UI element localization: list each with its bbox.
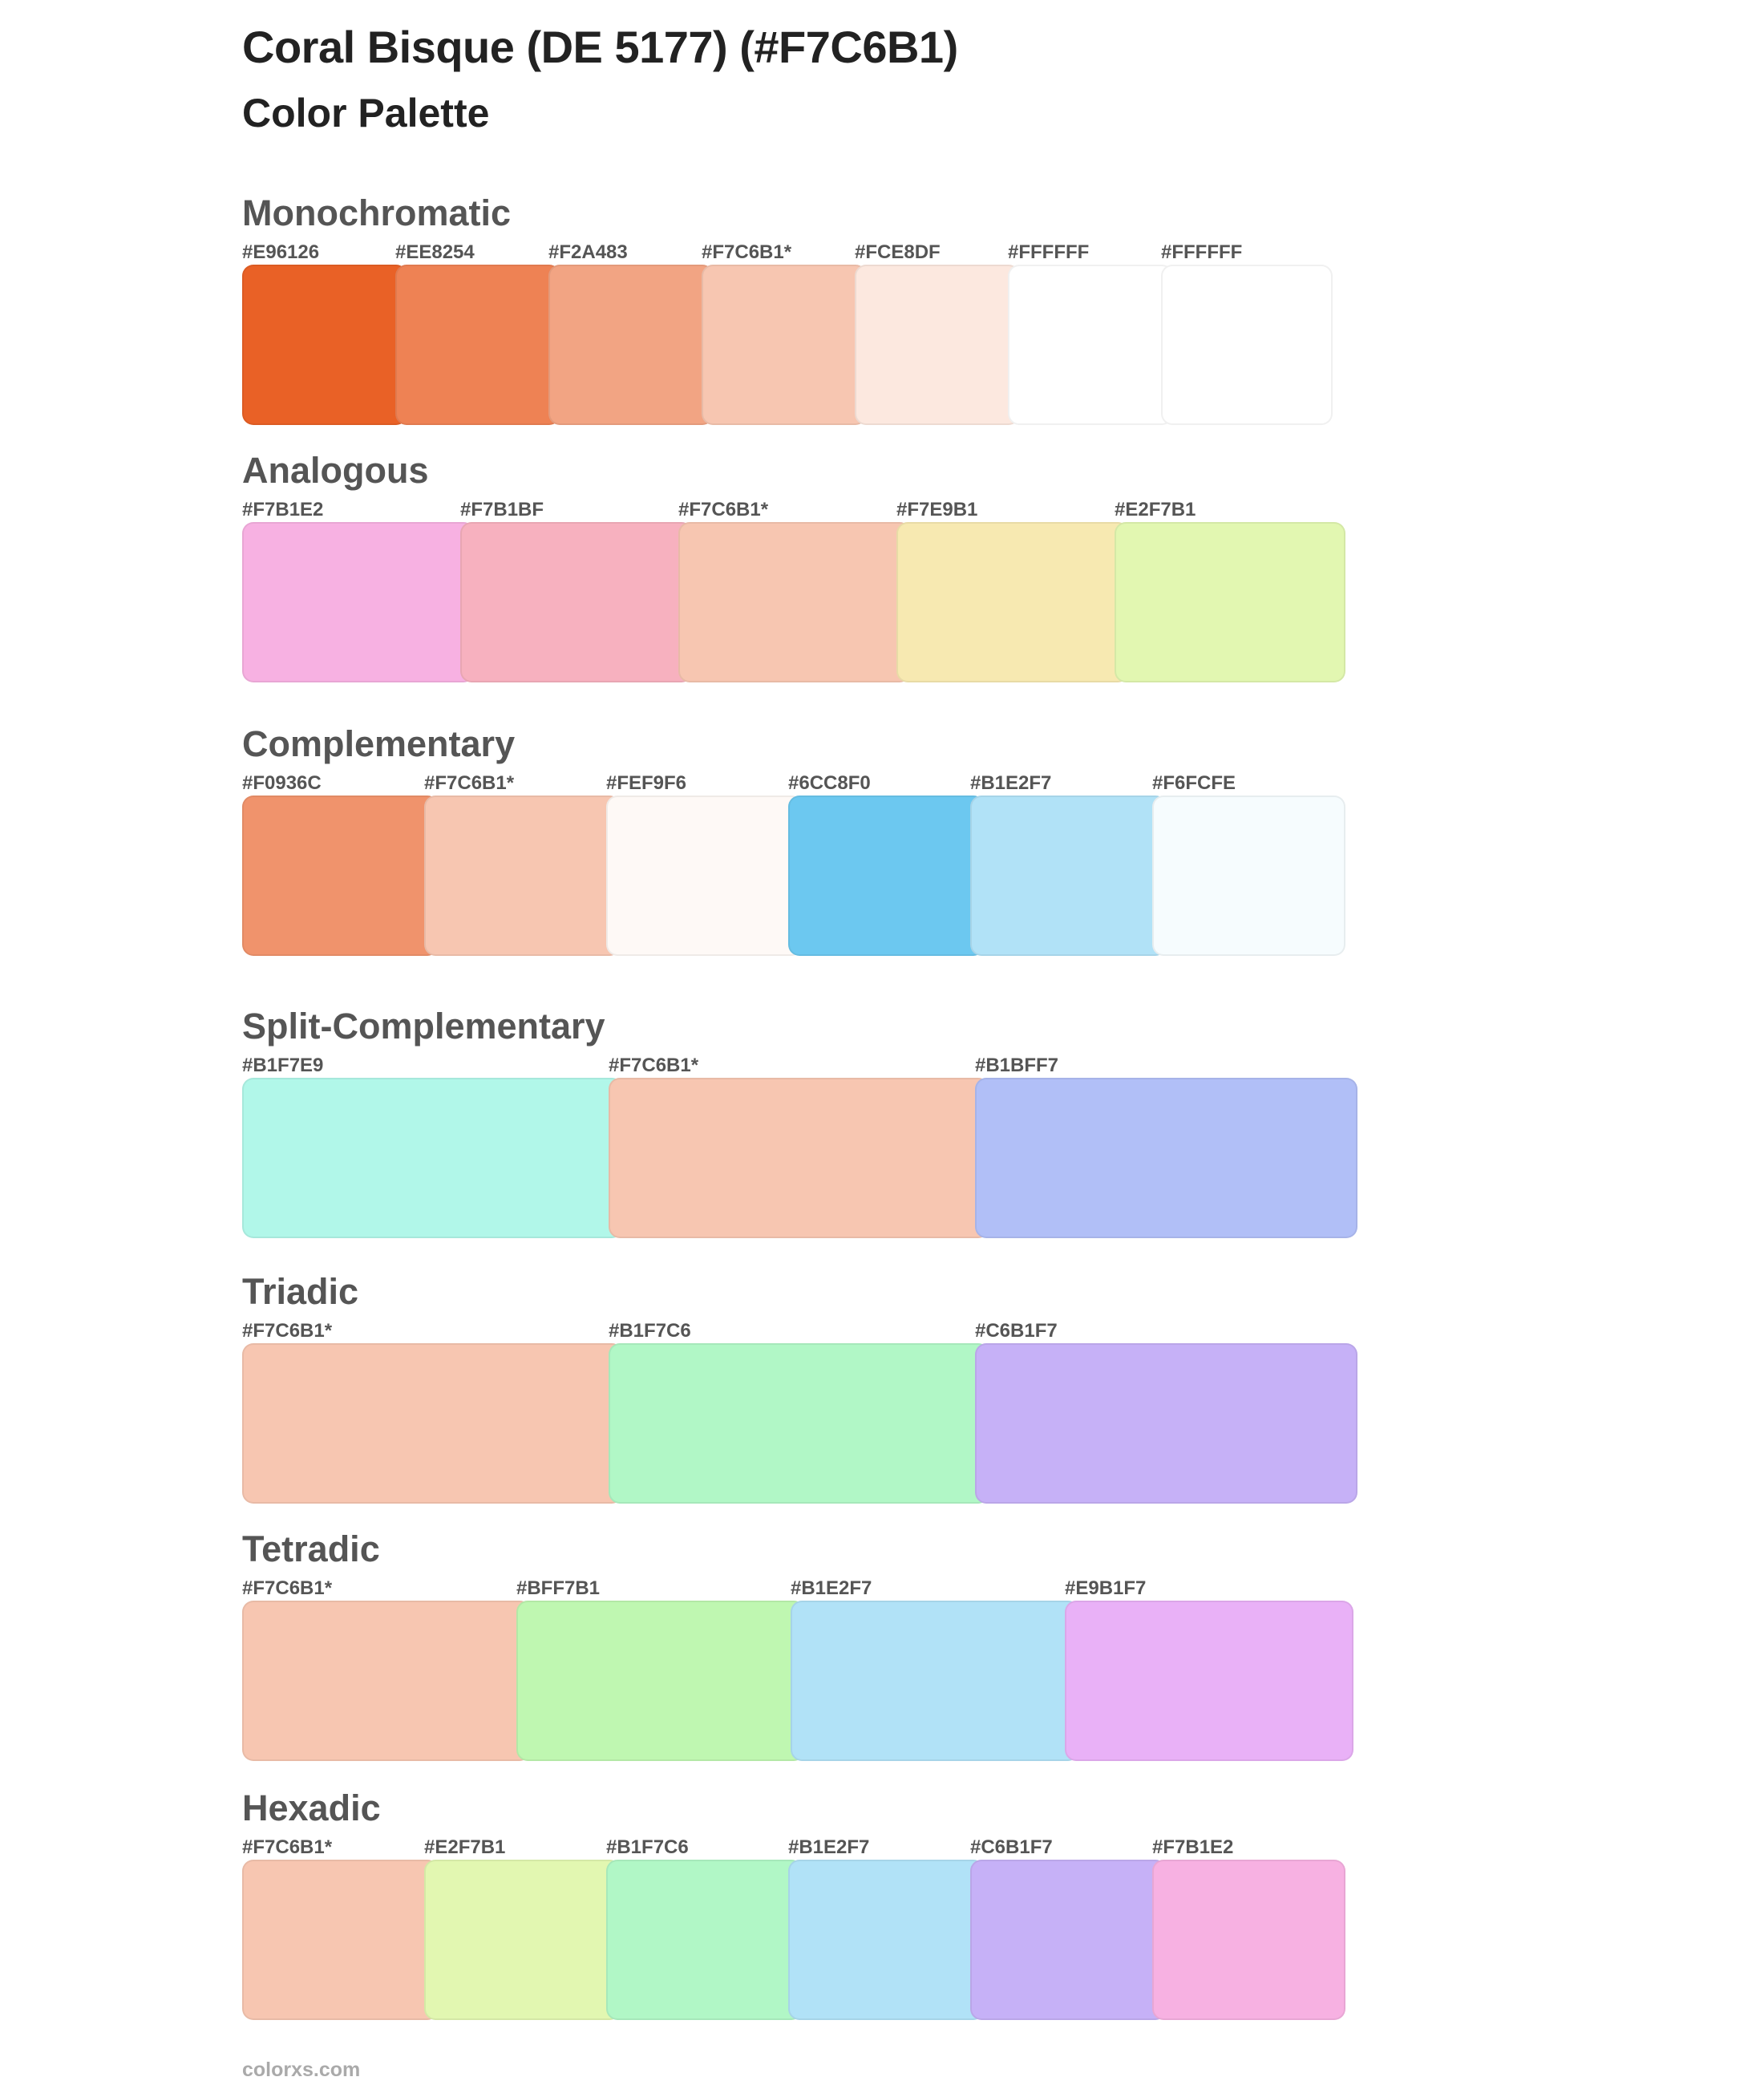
color-swatch[interactable]	[970, 1860, 1167, 2020]
color-swatch[interactable]	[242, 265, 407, 425]
swatch-hex-label: #FFFFFF	[1008, 241, 1090, 263]
swatch-hex-label: #E2F7B1	[424, 1836, 506, 1858]
swatch-hex-label: #F6FCFE	[1152, 772, 1236, 794]
swatch-hex-label: #F7C6B1*	[242, 1836, 333, 1858]
color-swatch[interactable]	[424, 1860, 621, 2020]
page-subtitle: Color Palette	[242, 91, 490, 136]
color-swatch[interactable]	[242, 1078, 623, 1238]
color-swatch[interactable]	[395, 265, 560, 425]
swatch-hex-label: #EE8254	[395, 241, 475, 263]
swatch-hex-label: #E96126	[242, 241, 320, 263]
color-swatch[interactable]	[242, 522, 475, 682]
swatch-hex-label: #B1E2F7	[788, 1836, 870, 1858]
footer-site-link[interactable]: colorxs.com	[242, 2059, 361, 2081]
color-swatch[interactable]	[606, 796, 803, 956]
swatch-hex-label: #B1F7E9	[242, 1055, 324, 1076]
color-swatch[interactable]	[970, 796, 1167, 956]
color-swatch[interactable]	[1152, 1860, 1345, 2020]
color-swatch[interactable]	[606, 1860, 803, 2020]
color-swatch[interactable]	[975, 1078, 1357, 1238]
color-swatch[interactable]	[516, 1601, 805, 1761]
swatch-hex-label: #B1F7C6	[606, 1836, 689, 1858]
swatch-hex-label: #F7C6B1*	[702, 241, 792, 263]
swatch-hex-label: #B1F7C6	[609, 1320, 691, 1342]
color-swatch[interactable]	[242, 1601, 531, 1761]
swatch-hex-label: #B1BFF7	[975, 1055, 1059, 1076]
color-swatch[interactable]	[609, 1078, 989, 1238]
section-heading: Tetradic	[242, 1528, 380, 1569]
swatch-hex-label: #BFF7B1	[516, 1577, 601, 1599]
swatch-hex-label: #FCE8DF	[855, 241, 941, 263]
section-heading: Analogous	[242, 450, 429, 491]
color-swatch[interactable]	[1161, 265, 1333, 425]
swatch-hex-label: #F7B1E2	[1152, 1836, 1234, 1858]
swatch-hex-label: #F7C6B1*	[242, 1320, 333, 1342]
swatch-hex-label: #F7C6B1*	[678, 499, 769, 520]
color-swatch[interactable]	[1115, 522, 1345, 682]
color-swatch[interactable]	[424, 796, 621, 956]
color-swatch[interactable]	[788, 796, 985, 956]
color-swatch[interactable]	[788, 1860, 985, 2020]
color-swatch[interactable]	[702, 265, 867, 425]
swatch-hex-label: #F2A483	[548, 241, 628, 263]
color-swatch[interactable]	[242, 1860, 439, 2020]
color-swatch[interactable]	[242, 796, 439, 956]
section-heading: Complementary	[242, 723, 516, 764]
swatch-hex-label: #E9B1F7	[1065, 1577, 1147, 1599]
swatch-hex-label: #E2F7B1	[1115, 499, 1196, 520]
color-swatch[interactable]	[791, 1601, 1079, 1761]
swatch-hex-label: #C6B1F7	[970, 1836, 1053, 1858]
swatch-hex-label: #F7C6B1*	[424, 772, 515, 794]
section-heading: Hexadic	[242, 1787, 381, 1828]
swatch-hex-label: #F7E9B1	[896, 499, 978, 520]
section-heading: Split-Complementary	[242, 1006, 605, 1047]
swatch-hex-label: #6CC8F0	[788, 772, 871, 794]
swatch-hex-label: #F7C6B1*	[242, 1577, 333, 1599]
color-swatch[interactable]	[1008, 265, 1173, 425]
swatch-hex-label: #F7B1BF	[460, 499, 544, 520]
color-swatch[interactable]	[1152, 796, 1345, 956]
color-swatch[interactable]	[975, 1343, 1357, 1504]
page-title: Coral Bisque (DE 5177) (#F7C6B1)	[242, 22, 958, 72]
swatch-hex-label: #FEF9F6	[606, 772, 687, 794]
swatch-hex-label: #F7B1E2	[242, 499, 324, 520]
swatch-hex-label: #B1E2F7	[791, 1577, 872, 1599]
color-swatch[interactable]	[242, 1343, 623, 1504]
color-swatch[interactable]	[548, 265, 714, 425]
color-swatch[interactable]	[609, 1343, 989, 1504]
color-swatch[interactable]	[460, 522, 693, 682]
section-heading: Triadic	[242, 1271, 359, 1312]
color-swatch[interactable]	[678, 522, 911, 682]
swatch-hex-label: #C6B1F7	[975, 1320, 1058, 1342]
color-swatch[interactable]	[896, 522, 1129, 682]
swatch-hex-label: #F7C6B1*	[609, 1055, 699, 1076]
color-swatch[interactable]	[1065, 1601, 1353, 1761]
section-heading: Monochromatic	[242, 192, 512, 233]
swatch-hex-label: #FFFFFF	[1161, 241, 1243, 263]
color-swatch[interactable]	[855, 265, 1020, 425]
swatch-hex-label: #F0936C	[242, 772, 322, 794]
swatch-hex-label: #B1E2F7	[970, 772, 1052, 794]
